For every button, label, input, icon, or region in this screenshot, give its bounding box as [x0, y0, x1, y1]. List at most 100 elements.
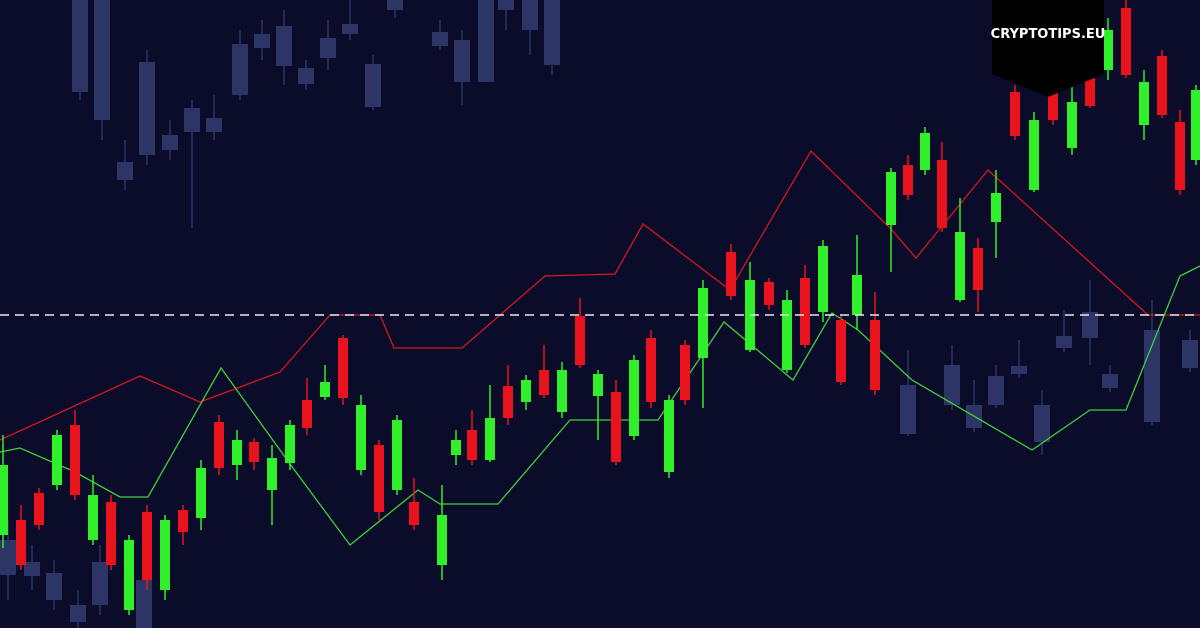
candle-body — [46, 573, 62, 600]
candle-body — [249, 442, 259, 462]
candle-body — [698, 288, 708, 358]
candle-body — [338, 338, 348, 398]
candle-body — [232, 44, 248, 95]
candle-body — [852, 275, 862, 315]
candle-body — [276, 26, 292, 66]
candle-body — [498, 0, 514, 10]
candle-body — [196, 468, 206, 518]
red-line — [0, 149, 1200, 441]
candle-body — [1144, 330, 1160, 422]
candle-body — [629, 360, 639, 436]
foreground-candles — [0, 0, 1200, 615]
candle-body — [988, 376, 1004, 405]
candle-body — [1067, 102, 1077, 148]
candle-body — [206, 118, 222, 132]
candle-body — [52, 435, 62, 485]
candle-body — [973, 248, 983, 290]
candle-body — [124, 540, 134, 610]
candle-body — [285, 425, 295, 463]
candle-body — [320, 382, 330, 397]
candle-body — [432, 32, 448, 46]
candle-body — [937, 160, 947, 228]
candle-body — [320, 38, 336, 58]
candle-body — [1082, 312, 1098, 338]
candle-body — [365, 64, 381, 107]
candle-body — [342, 24, 358, 34]
candle-body — [903, 165, 913, 195]
candle-body — [214, 422, 224, 468]
candle-body — [1139, 82, 1149, 125]
candle-body — [0, 465, 8, 535]
candle-body — [955, 232, 965, 300]
candle-body — [387, 0, 403, 10]
candle-body — [72, 0, 88, 92]
candle-body — [451, 440, 461, 455]
candle-body — [160, 520, 170, 590]
candle-body — [521, 380, 531, 402]
candle-body — [70, 605, 86, 622]
candle-body — [232, 440, 242, 465]
candle-body — [92, 562, 108, 605]
candle-body — [1085, 78, 1095, 106]
candle-body — [1102, 374, 1118, 388]
candle-body — [356, 405, 366, 470]
candle-body — [302, 400, 312, 428]
candle-body — [1191, 90, 1200, 160]
candle-body — [467, 430, 477, 460]
candle-body — [267, 458, 277, 490]
candle-body — [254, 34, 270, 48]
candle-body — [782, 300, 792, 370]
candle-body — [1029, 120, 1039, 190]
candle-body — [117, 162, 133, 180]
candle-body — [920, 133, 930, 170]
candle-body — [1157, 56, 1167, 115]
candle-body — [800, 278, 810, 345]
candle-body — [136, 580, 152, 628]
candle-body — [454, 40, 470, 82]
candle-body — [818, 246, 828, 312]
candle-body — [70, 425, 80, 495]
candle-body — [34, 493, 44, 525]
candle-body — [503, 386, 513, 418]
candle-body — [646, 338, 656, 402]
candle-body — [593, 374, 603, 396]
candle-body — [611, 392, 621, 462]
candle-body — [900, 385, 916, 434]
candle-body — [944, 365, 960, 405]
candle-body — [680, 345, 690, 400]
candle-body — [1048, 90, 1058, 120]
logo-text: CRYPTOTIPS.EU — [991, 27, 1106, 42]
candle-body — [162, 135, 178, 150]
candle-body — [557, 370, 567, 412]
candle-body — [575, 316, 585, 365]
candle-body — [142, 512, 152, 580]
candle-body — [374, 445, 384, 512]
candle-body — [178, 510, 188, 532]
logo-banner — [992, 0, 1104, 97]
candle-body — [0, 540, 16, 575]
candle-body — [16, 520, 26, 565]
candle-body — [298, 68, 314, 84]
candle-body — [437, 515, 447, 565]
candle-body — [886, 172, 896, 225]
candle-body — [485, 418, 495, 460]
candle-body — [1182, 340, 1198, 368]
candle-body — [664, 400, 674, 472]
logo-badge: CRYPTOTIPS.EU — [991, 0, 1106, 97]
candle-body — [539, 370, 549, 395]
candle-body — [726, 252, 736, 296]
candle-body — [544, 0, 560, 65]
candle-body — [836, 320, 846, 382]
candle-body — [522, 0, 538, 30]
candle-body — [1103, 30, 1113, 70]
candle-body — [1121, 8, 1131, 75]
candle-body — [409, 502, 419, 525]
candle-body — [1056, 336, 1072, 348]
candle-body — [88, 495, 98, 540]
candle-body — [24, 562, 40, 576]
candle-body — [870, 320, 880, 390]
candle-body — [392, 420, 402, 490]
